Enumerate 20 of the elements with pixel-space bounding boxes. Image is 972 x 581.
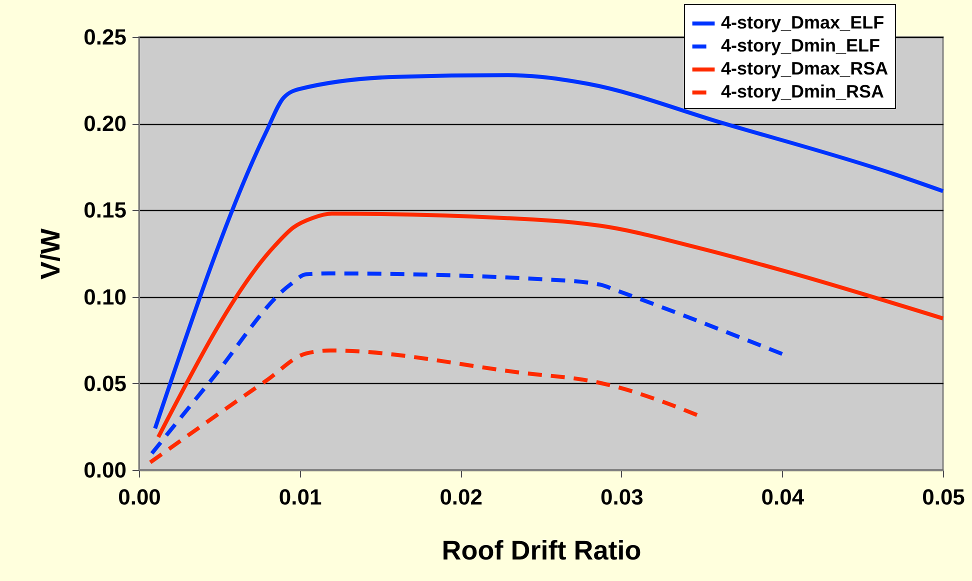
line-series xyxy=(156,212,945,440)
x-axis-title: Roof Drift Ratio xyxy=(442,536,642,566)
legend-label: 4-story_Dmax_RSA xyxy=(721,58,888,78)
x-tick-label: 0.04 xyxy=(761,484,805,510)
line-series xyxy=(150,271,784,456)
legend-label: 4-story_Dmin_RSA xyxy=(721,82,884,102)
legend-label: 4-story_Dmax_ELF xyxy=(721,12,884,32)
x-tick-label: 0.02 xyxy=(440,484,483,510)
x-tick-label: 0.00 xyxy=(118,484,161,510)
x-tick-label: 0.01 xyxy=(278,484,322,510)
y-tick-label: 0.00 xyxy=(84,458,126,482)
y-tick-label: 0.25 xyxy=(84,24,126,50)
legend-label: 4-story_Dmin_ELF xyxy=(721,36,880,56)
y-tick-label: 0.10 xyxy=(84,284,126,310)
y-tick-label: 0.20 xyxy=(84,111,126,136)
y-axis-title: V/W xyxy=(36,228,66,280)
y-tick-label: 0.15 xyxy=(84,198,126,223)
x-tick-label: 0.05 xyxy=(922,484,965,510)
y-tick-label: 0.05 xyxy=(84,370,126,396)
x-tick-label: 0.03 xyxy=(600,484,644,510)
